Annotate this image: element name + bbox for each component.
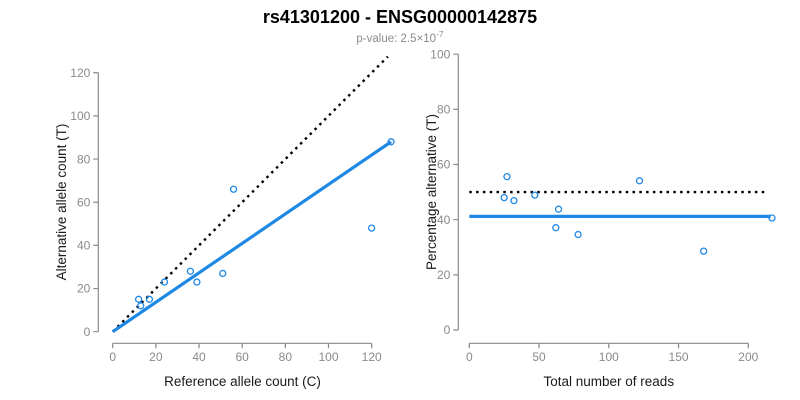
data-point: [145, 295, 154, 303]
data-point: [510, 196, 518, 205]
x-tick-label: 100: [318, 350, 338, 364]
fit-line: [111, 140, 392, 334]
y-tick-label: 0: [444, 323, 451, 337]
x-tick-label: 0: [466, 350, 473, 364]
right-x-axis-label: Total number of reads: [544, 374, 675, 389]
x-tick-label: 20: [149, 350, 163, 364]
data-point: [574, 230, 582, 239]
y-tick-label: 100: [430, 47, 450, 61]
y-tick-label: 80: [437, 103, 451, 117]
data-point: [229, 185, 238, 193]
x-tick-label: 0: [109, 350, 116, 364]
y-tick-label: 0: [84, 325, 91, 339]
left-x-axis-label: Reference allele count (C): [164, 374, 321, 389]
y-axis: [93, 72, 99, 333]
data-point: [500, 193, 508, 202]
data-point: [368, 224, 376, 232]
data-point: [193, 278, 201, 286]
data-point: [554, 205, 563, 213]
y-tick-label: 100: [70, 109, 90, 123]
data-point: [503, 173, 511, 181]
data-point: [186, 267, 195, 275]
data-point: [160, 278, 169, 286]
x-axis: [112, 342, 373, 349]
data-point: [387, 138, 395, 146]
x-axis: [468, 342, 749, 349]
data-point: [768, 214, 776, 222]
pvalue-exponent: -7: [436, 29, 444, 39]
data-point: [134, 295, 143, 303]
right-panel: 0 50 100 150 200 0 20 40 60 80 100: [430, 47, 776, 364]
y-tick-label: 40: [437, 213, 451, 227]
y-tick-label: 120: [70, 66, 90, 80]
left-y-axis-label: Alternative allele count (T): [54, 124, 69, 281]
y-tick-label: 60: [77, 195, 91, 209]
x-tick-label: 80: [279, 350, 293, 364]
data-point: [700, 247, 708, 255]
data-point: [137, 302, 145, 310]
x-tick-label: 50: [532, 350, 546, 364]
y-axis: [453, 53, 459, 331]
data-point: [635, 177, 644, 185]
figure-title: rs41301200 - ENSG00000142875: [262, 7, 538, 27]
x-tick-label: 60: [236, 350, 250, 364]
y-tick-label: 40: [77, 239, 91, 253]
x-tick-label: 150: [669, 350, 689, 364]
right-y-axis-label: Percentage alternative (T): [424, 114, 439, 270]
identity-line: [111, 55, 389, 333]
data-point: [531, 191, 539, 199]
data-point: [219, 269, 227, 278]
left-panel: 0 20 40 60 80 100 120 0 20 40 60 80 100 120: [70, 55, 395, 364]
x-tick-label: 200: [738, 350, 758, 364]
y-tick-label: 20: [437, 268, 451, 282]
x-tick-label: 100: [599, 350, 619, 364]
data-point: [552, 224, 560, 232]
y-tick-label: 20: [77, 282, 91, 296]
figure-subtitle: p-value: 2.5×10-7: [0, 29, 800, 45]
y-tick-label: 80: [77, 152, 91, 166]
x-tick-label: 40: [192, 350, 206, 364]
x-tick-label: 120: [362, 350, 382, 364]
y-tick-label: 60: [437, 158, 451, 172]
pvalue-text: p-value: 2.5×10: [356, 32, 437, 45]
